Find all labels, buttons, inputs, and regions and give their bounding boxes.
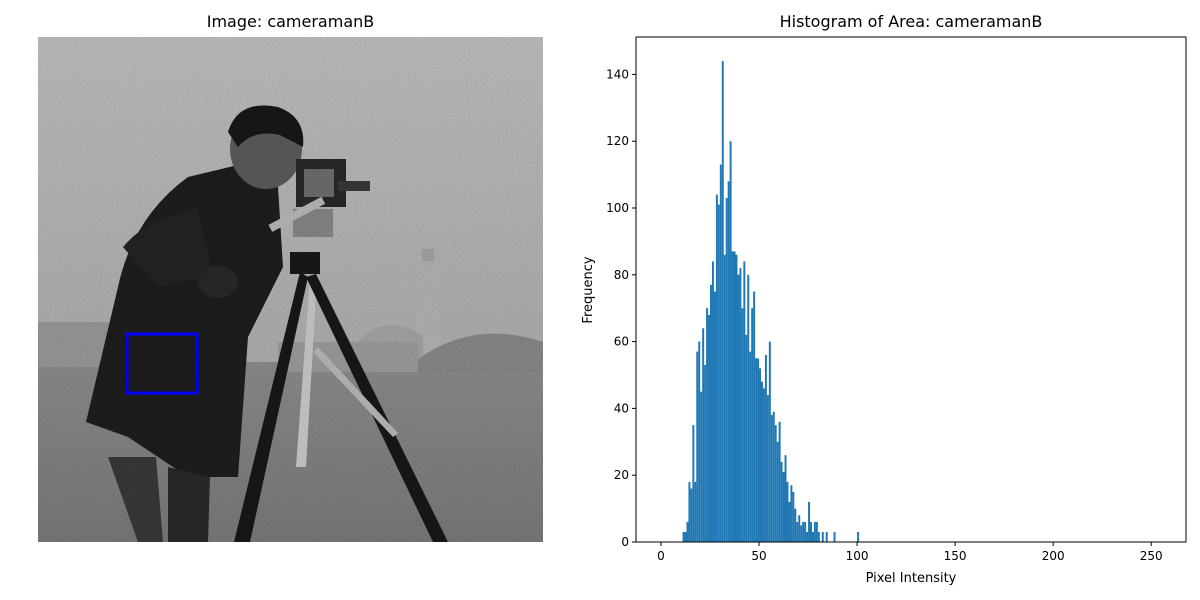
cameraman-image — [38, 37, 543, 542]
histogram-bar — [762, 388, 765, 542]
histogram-bar — [774, 425, 777, 542]
histogram-bar — [751, 308, 754, 542]
y-axis-label: Frequency — [581, 256, 596, 323]
histogram-bar — [802, 521, 805, 542]
histogram-bar — [806, 531, 809, 542]
histogram-bar — [815, 521, 818, 542]
histogram-bar — [766, 395, 769, 542]
histogram-bar — [694, 481, 697, 542]
y-tick-label: 120 — [606, 134, 629, 148]
y-tick-label: 80 — [614, 268, 629, 282]
histogram-bar — [813, 521, 816, 542]
histogram-bar — [770, 415, 773, 542]
histogram-bar — [796, 521, 799, 542]
x-tick-label: 50 — [751, 549, 766, 563]
roi-box — [125, 332, 199, 395]
y-tick-label: 100 — [606, 201, 629, 215]
histogram-bar — [686, 521, 689, 542]
histogram-bar — [706, 308, 709, 542]
histogram-bar — [700, 391, 703, 542]
histogram-bar — [739, 268, 742, 542]
histogram-bar — [755, 358, 758, 542]
y-tick-label: 60 — [614, 335, 629, 349]
histogram-bar — [733, 251, 736, 542]
histogram-bar — [743, 261, 746, 542]
histogram-bar — [708, 314, 711, 542]
histogram-bar — [825, 531, 828, 542]
histogram-bar — [725, 197, 728, 542]
histogram-bar — [717, 204, 720, 542]
x-tick-label: 0 — [657, 549, 665, 563]
y-tick-label: 0 — [621, 535, 629, 549]
histogram-bar — [786, 481, 789, 542]
histogram-bar — [745, 334, 748, 542]
x-tick-label: 200 — [1042, 549, 1065, 563]
histogram-bar — [710, 284, 712, 542]
x-tick-label: 250 — [1140, 549, 1163, 563]
histogram-bar — [690, 488, 693, 542]
histogram-bar — [723, 254, 726, 542]
histogram-bar — [811, 531, 814, 542]
histogram-bar — [778, 421, 781, 542]
histogram-bar — [780, 461, 783, 542]
histogram-bar — [761, 381, 763, 542]
histogram-bar — [794, 508, 797, 542]
histogram-bar — [753, 291, 756, 542]
x-tick-label: 150 — [944, 549, 967, 563]
histogram-bars — [682, 61, 860, 543]
y-axis: 0 20 40 60 80 100 120 140 — [606, 67, 636, 549]
plot-frame — [635, 36, 1187, 543]
histogram-bar — [857, 531, 860, 542]
histogram-bar — [798, 515, 801, 542]
histogram-bar — [713, 291, 716, 542]
histogram-bar — [682, 531, 685, 542]
histogram-bar — [833, 531, 836, 542]
histogram-bar — [731, 251, 734, 542]
x-tick-label: 100 — [846, 549, 869, 563]
histogram-bar — [719, 164, 722, 542]
histogram-bar — [727, 181, 730, 543]
histogram-bar — [776, 441, 779, 542]
histogram-bar — [711, 261, 714, 542]
histogram-bar — [768, 341, 771, 542]
histogram-bar — [821, 531, 824, 542]
histogram-bar — [688, 481, 691, 542]
histogram-bar — [747, 274, 750, 542]
histogram-bar — [692, 425, 695, 542]
histogram-bar — [808, 501, 811, 542]
x-axis-label: Pixel Intensity — [866, 571, 957, 586]
histogram-bar — [772, 411, 775, 542]
histogram-bar — [782, 471, 785, 542]
histogram-bar — [696, 351, 699, 542]
histogram-bar — [810, 521, 812, 542]
histogram-bar — [684, 531, 687, 542]
histogram-bar — [788, 501, 791, 542]
histogram-bar — [741, 308, 744, 542]
y-tick-label: 20 — [614, 468, 629, 482]
histogram-bar — [735, 254, 738, 542]
histogram-bar — [757, 358, 760, 542]
histogram-bar — [817, 531, 820, 542]
histogram-bar — [800, 525, 803, 542]
histogram-bar — [702, 328, 705, 542]
histogram-bar — [749, 351, 752, 542]
histogram-bar — [759, 368, 761, 542]
histogram-bar — [698, 341, 701, 542]
histogram-bar — [790, 485, 793, 542]
histogram-bar — [704, 364, 707, 542]
histogram-title: Histogram of Area: cameramanB — [779, 12, 1043, 31]
histogram-bar — [804, 521, 807, 542]
histogram-bar — [715, 194, 718, 542]
histogram-bar — [737, 274, 740, 542]
x-axis: 0 50 100 150 200 250 — [657, 542, 1163, 563]
y-tick-label: 40 — [614, 401, 629, 415]
histogram-bar — [784, 455, 787, 542]
histogram-bar — [764, 354, 767, 542]
y-tick-label: 140 — [606, 67, 629, 81]
histogram-bar — [721, 61, 724, 543]
image-panel-title: Image: cameramanB — [206, 12, 375, 31]
histogram-bar — [729, 141, 732, 542]
histogram-bar — [792, 491, 795, 542]
